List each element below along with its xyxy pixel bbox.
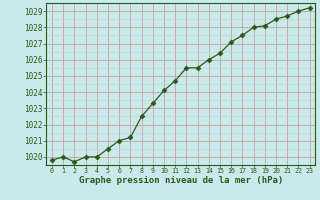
X-axis label: Graphe pression niveau de la mer (hPa): Graphe pression niveau de la mer (hPa) — [79, 176, 283, 185]
